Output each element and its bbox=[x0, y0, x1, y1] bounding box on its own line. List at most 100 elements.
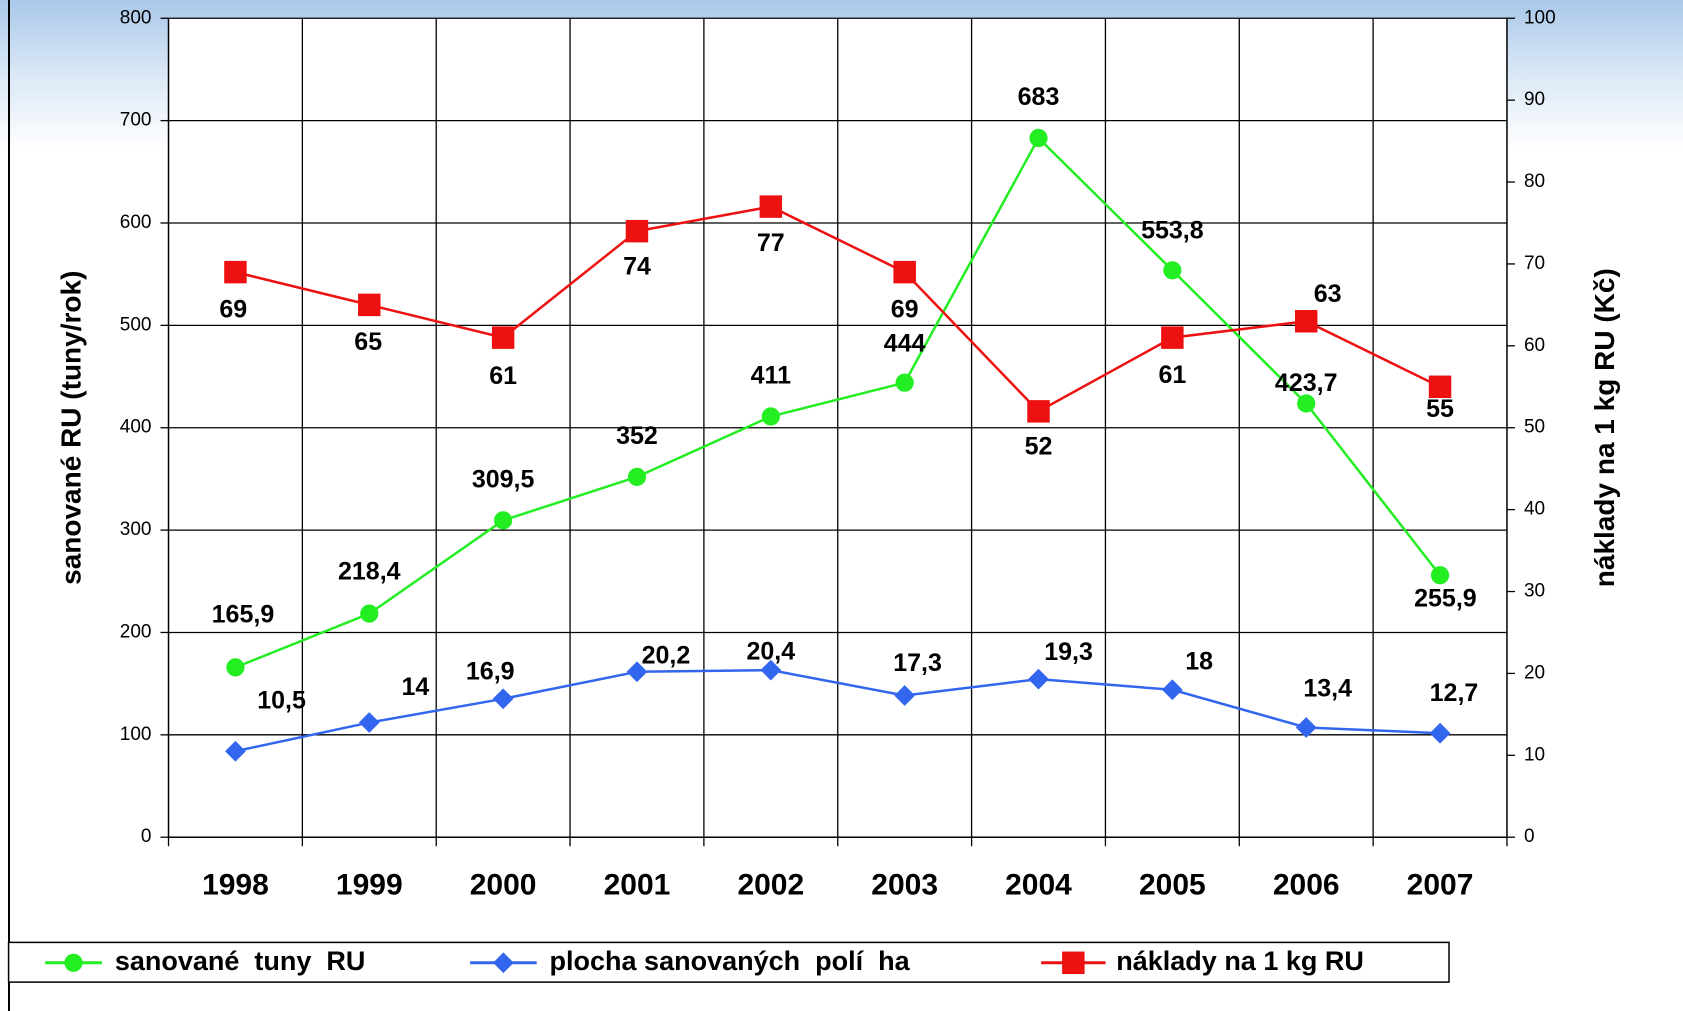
point bbox=[224, 260, 247, 284]
data-label: 61 bbox=[489, 362, 517, 390]
legend-marker bbox=[1062, 951, 1085, 975]
data-label: 13,4 bbox=[1303, 675, 1352, 703]
y-tick-label: 700 bbox=[120, 110, 152, 131]
data-label: 18 bbox=[1185, 648, 1213, 676]
point bbox=[1029, 128, 1048, 148]
point bbox=[761, 407, 780, 426]
point bbox=[494, 511, 513, 530]
y-tick-label: 800 bbox=[120, 7, 152, 28]
x-tick-label: 2001 bbox=[604, 869, 671, 902]
data-label: 61 bbox=[1158, 361, 1186, 389]
y2-tick-label: 50 bbox=[1524, 417, 1545, 438]
data-label: 218,4 bbox=[338, 557, 401, 585]
data-label: 683 bbox=[1018, 83, 1060, 111]
data-label: 255,9 bbox=[1414, 585, 1477, 613]
data-label: 63 bbox=[1314, 280, 1342, 308]
data-label: 20,4 bbox=[746, 638, 795, 666]
data-label: 52 bbox=[1025, 432, 1053, 460]
y2-tick-label: 40 bbox=[1524, 499, 1545, 520]
point bbox=[491, 326, 515, 349]
point bbox=[1163, 261, 1182, 280]
data-label: 69 bbox=[891, 295, 919, 323]
data-label: 12,7 bbox=[1430, 679, 1479, 707]
point bbox=[1161, 679, 1183, 701]
y-tick-label: 600 bbox=[120, 212, 152, 233]
point bbox=[358, 712, 380, 733]
data-label: 553,8 bbox=[1141, 216, 1204, 244]
y2-tick-label: 0 bbox=[1524, 826, 1535, 847]
y-tick-label: 300 bbox=[120, 519, 152, 540]
data-label: 309,5 bbox=[472, 465, 535, 493]
series-line bbox=[235, 205, 1441, 413]
data-label: 69 bbox=[219, 295, 247, 323]
series-line bbox=[234, 135, 1442, 669]
data-label: 411 bbox=[751, 361, 791, 389]
y2-axis-title: náklady na 1 kg RU (Kč) bbox=[1589, 268, 1620, 587]
point bbox=[1028, 668, 1049, 690]
point bbox=[893, 260, 916, 284]
data-label: 77 bbox=[757, 229, 785, 257]
series-line bbox=[235, 668, 1441, 753]
point bbox=[226, 658, 245, 677]
x-tick-label: 1998 bbox=[202, 869, 269, 902]
point bbox=[760, 659, 782, 681]
y-axis-title: sanované RU (tuny/rok) bbox=[55, 271, 86, 585]
point bbox=[1297, 394, 1316, 413]
point bbox=[360, 604, 379, 623]
point bbox=[627, 467, 647, 486]
data-label: 14 bbox=[402, 673, 430, 701]
y2-tick-label: 30 bbox=[1524, 581, 1545, 602]
y-tick-label: 500 bbox=[120, 314, 152, 335]
y2-tick-label: 10 bbox=[1524, 744, 1545, 765]
data-label: 352 bbox=[616, 422, 658, 450]
frame bbox=[8, 0, 10, 1011]
data-label: 74 bbox=[623, 252, 651, 280]
data-label: 65 bbox=[354, 328, 382, 356]
y2-tick-label: 90 bbox=[1524, 89, 1545, 110]
data-label: 444 bbox=[884, 330, 926, 358]
x-tick-label: 2002 bbox=[737, 869, 804, 902]
legend-marker bbox=[64, 953, 83, 972]
x-tick-label: 2003 bbox=[871, 869, 938, 902]
point bbox=[1428, 375, 1452, 399]
point bbox=[1161, 326, 1184, 349]
y2-tick-label: 60 bbox=[1524, 335, 1545, 356]
point bbox=[625, 219, 649, 243]
data-label: 19,3 bbox=[1044, 638, 1093, 666]
x-tick-label: 2007 bbox=[1407, 869, 1474, 902]
y2-tick-label: 70 bbox=[1524, 253, 1545, 274]
legend-label: náklady na 1 kg RU bbox=[1116, 946, 1364, 976]
x-tick-label: 2004 bbox=[1005, 869, 1072, 902]
y-tick-label: 100 bbox=[120, 724, 152, 745]
point bbox=[1027, 400, 1050, 423]
point bbox=[492, 688, 514, 710]
legend-box bbox=[7, 941, 1450, 983]
point bbox=[358, 293, 381, 317]
point bbox=[1294, 310, 1318, 333]
data-label: 17,3 bbox=[893, 649, 942, 677]
point bbox=[626, 661, 648, 683]
y-tick-label: 0 bbox=[141, 826, 152, 847]
legend-marker bbox=[493, 952, 514, 974]
y2-tick-label: 100 bbox=[1524, 7, 1556, 28]
data-label: 55 bbox=[1426, 395, 1454, 423]
data-label: 16,9 bbox=[466, 658, 515, 686]
data-label: 10,5 bbox=[257, 686, 306, 714]
data-label: 423,7 bbox=[1275, 369, 1338, 397]
x-tick-label: 2005 bbox=[1139, 869, 1206, 902]
y2-tick-label: 20 bbox=[1524, 662, 1545, 683]
x-tick-label: 1999 bbox=[336, 869, 403, 902]
point bbox=[894, 685, 916, 706]
y-tick-label: 400 bbox=[120, 417, 152, 438]
point bbox=[1295, 717, 1317, 738]
point bbox=[895, 373, 914, 392]
point bbox=[225, 740, 246, 762]
data-label: 20,2 bbox=[642, 641, 691, 669]
y2-tick-label: 80 bbox=[1524, 171, 1545, 192]
data-label: 165,9 bbox=[212, 600, 275, 628]
point bbox=[1429, 722, 1451, 744]
x-tick-label: 2000 bbox=[470, 869, 537, 902]
point bbox=[759, 195, 783, 218]
